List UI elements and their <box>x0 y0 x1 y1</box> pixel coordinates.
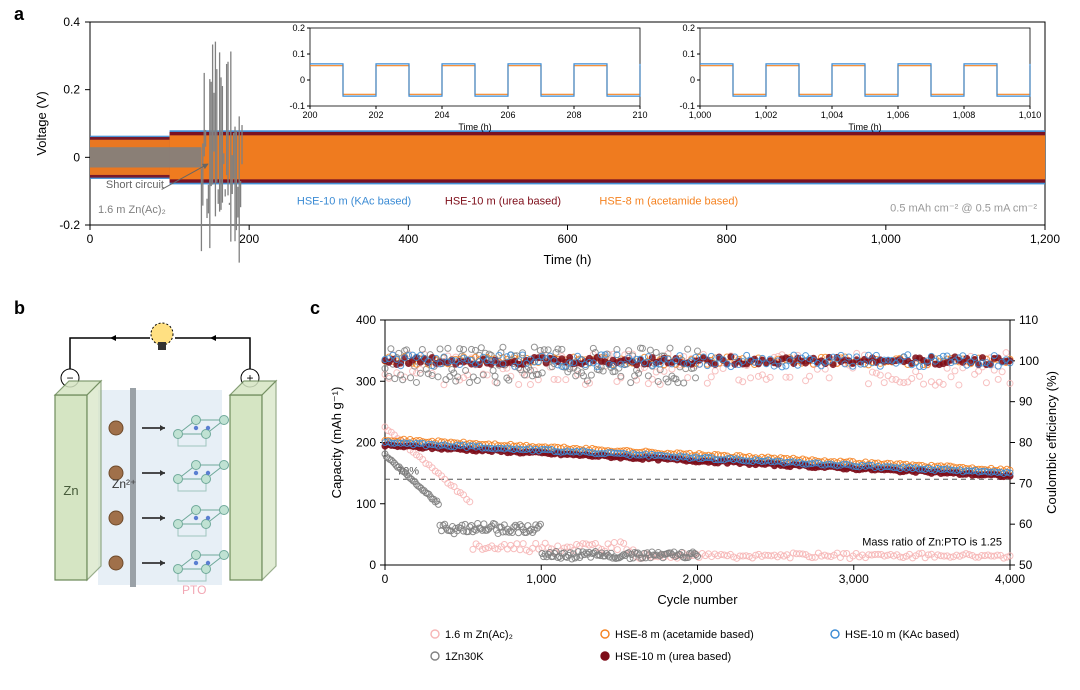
svg-text:400: 400 <box>356 313 376 327</box>
panel-c: 0 1,000 2,000 3,000 4,000 0 100 200 300 400 50 60 70… <box>325 310 1070 610</box>
svg-text:400: 400 <box>398 232 418 246</box>
svg-text:80: 80 <box>1019 436 1033 450</box>
svg-text:70: 70 <box>1019 476 1033 490</box>
svg-text:4,000: 4,000 <box>995 572 1025 586</box>
svg-text:1,000: 1,000 <box>871 232 901 246</box>
panel-c-svg: 0 1,000 2,000 3,000 4,000 0 100 200 300 400 50 60 70… <box>325 310 1070 610</box>
svg-text:HSE-10 m (KAc based): HSE-10 m (KAc based) <box>845 629 959 641</box>
panel-b-label: b <box>14 298 25 319</box>
svg-text:0: 0 <box>73 150 80 164</box>
svg-text:800: 800 <box>717 232 737 246</box>
svg-text:1,006: 1,006 <box>887 110 910 120</box>
svg-text:1.6 m Zn(Ac)₂: 1.6 m Zn(Ac)₂ <box>98 204 166 216</box>
svg-text:210: 210 <box>632 110 647 120</box>
svg-text:1,008: 1,008 <box>953 110 976 120</box>
svg-text:208: 208 <box>566 110 581 120</box>
svg-text:0.4: 0.4 <box>63 15 80 29</box>
svg-text:90: 90 <box>1019 395 1033 409</box>
panel-a-svg: 0 200 400 600 800 1,000 1,200 -0.2 0 0.2 0.4 Time (… <box>30 10 1060 270</box>
svg-text:Mass ratio of Zn:PTO is 1.25: Mass ratio of Zn:PTO is 1.25 <box>862 536 1002 548</box>
svg-text:Short circuit: Short circuit <box>106 179 164 191</box>
svg-text:HSE-10 m (KAc based): HSE-10 m (KAc based) <box>297 196 411 208</box>
svg-text:0: 0 <box>690 75 695 85</box>
svg-text:200: 200 <box>302 110 317 120</box>
svg-text:1,010: 1,010 <box>1019 110 1042 120</box>
svg-text:1.6 m Zn(Ac)₂: 1.6 m Zn(Ac)₂ <box>445 629 513 641</box>
svg-text:HSE-10 m (urea based): HSE-10 m (urea based) <box>445 196 561 208</box>
svg-text:0: 0 <box>300 75 305 85</box>
panel-c-label: c <box>310 298 320 319</box>
svg-text:204: 204 <box>434 110 449 120</box>
panel-c-legend-svg: 1.6 m Zn(Ac)₂ HSE-8 m (acetamide based) HS… <box>325 620 1070 680</box>
svg-text:Capacity (mAh g⁻¹): Capacity (mAh g⁻¹) <box>329 387 344 499</box>
svg-text:0.5 mAh cm⁻² @ 0.5 mA cm⁻²: 0.5 mAh cm⁻² @ 0.5 mA cm⁻² <box>890 202 1037 214</box>
svg-text:HSE-8 m (acetamide based): HSE-8 m (acetamide based) <box>599 196 738 208</box>
svg-text:200: 200 <box>356 436 376 450</box>
svg-text:1,004: 1,004 <box>821 110 844 120</box>
svg-text:2,000: 2,000 <box>682 572 712 586</box>
svg-text:Time (h): Time (h) <box>458 122 491 132</box>
panel-a-label: a <box>14 4 24 25</box>
svg-text:0: 0 <box>87 232 94 246</box>
svg-text:Time (h): Time (h) <box>544 252 592 267</box>
svg-text:Time (h): Time (h) <box>848 122 881 132</box>
svg-text:Voltage (V): Voltage (V) <box>34 91 49 155</box>
svg-text:300: 300 <box>356 374 376 388</box>
svg-text:1,000: 1,000 <box>526 572 556 586</box>
panel-c-legend: 1.6 m Zn(Ac)₂ HSE-8 m (acetamide based) HS… <box>325 620 1070 680</box>
svg-text:1,002: 1,002 <box>755 110 778 120</box>
svg-text:200: 200 <box>239 232 259 246</box>
svg-text:0: 0 <box>369 558 376 572</box>
svg-text:0: 0 <box>382 572 389 586</box>
svg-text:Zn²⁺: Zn²⁺ <box>112 477 136 491</box>
svg-text:206: 206 <box>500 110 515 120</box>
svg-text:Coulombic efficiency (%): Coulombic efficiency (%) <box>1044 371 1059 514</box>
svg-text:1Zn30K: 1Zn30K <box>445 651 484 663</box>
svg-text:600: 600 <box>557 232 577 246</box>
svg-text:100: 100 <box>1019 354 1039 368</box>
svg-text:0.2: 0.2 <box>63 83 80 97</box>
svg-text:1,000: 1,000 <box>689 110 712 120</box>
svg-text:HSE-8 m (acetamide based): HSE-8 m (acetamide based) <box>615 629 754 641</box>
svg-text:0.2: 0.2 <box>682 23 695 33</box>
svg-text:60: 60 <box>1019 517 1033 531</box>
svg-text:-0.1: -0.1 <box>679 101 695 111</box>
svg-text:0.2: 0.2 <box>292 23 305 33</box>
svg-text:50: 50 <box>1019 558 1033 572</box>
svg-text:PTO: PTO <box>182 583 206 597</box>
svg-text:202: 202 <box>368 110 383 120</box>
svg-text:0.1: 0.1 <box>292 49 305 59</box>
svg-text:3,000: 3,000 <box>839 572 869 586</box>
svg-text:HSE-10 m (urea based): HSE-10 m (urea based) <box>615 651 731 663</box>
svg-text:110: 110 <box>1019 313 1038 327</box>
svg-text:0.1: 0.1 <box>682 49 695 59</box>
panel-b: −+ZnZn²⁺PTO <box>30 310 290 610</box>
panel-a: 0 200 400 600 800 1,000 1,200 -0.2 0 0.2 0.4 Time (… <box>30 10 1060 270</box>
svg-text:-0.1: -0.1 <box>289 101 305 111</box>
svg-text:Cycle number: Cycle number <box>657 592 738 607</box>
svg-text:Zn: Zn <box>63 483 78 498</box>
panel-b-svg: −+ZnZn²⁺PTO <box>30 310 290 610</box>
svg-text:100: 100 <box>356 497 376 511</box>
svg-text:-0.2: -0.2 <box>59 218 80 232</box>
svg-text:1,200: 1,200 <box>1030 232 1060 246</box>
